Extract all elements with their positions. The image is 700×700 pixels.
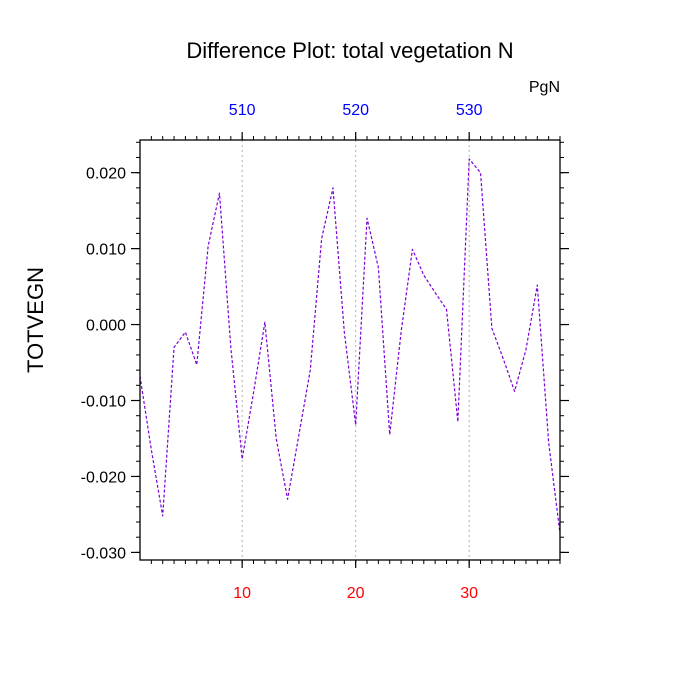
- y-tick-label: -0.030: [81, 545, 126, 562]
- y-tick-label: -0.010: [81, 394, 126, 411]
- x-tick-label-bottom: 20: [347, 585, 365, 602]
- x-tick-label-top: 510: [229, 102, 256, 119]
- series-line: [139, 158, 561, 534]
- y-tick-label: 0.010: [86, 242, 126, 259]
- y-tick-label: 0.020: [86, 166, 126, 183]
- grid-lines: [241, 140, 470, 560]
- plot-frame: [139, 139, 561, 561]
- x-tick-label-bottom: 10: [233, 585, 251, 602]
- x-tick-label-bottom: 30: [460, 585, 478, 602]
- y-tick-label: -0.020: [81, 469, 126, 486]
- x-tick-label-top: 520: [342, 102, 369, 119]
- chart-title: Difference Plot: total vegetation N: [186, 38, 514, 63]
- axis-ticks: [131, 132, 569, 568]
- top-axis-units-label: PgN: [528, 79, 560, 96]
- y-tick-label: 0.000: [86, 318, 126, 335]
- data-series: [139, 158, 561, 534]
- tick-labels: 0.020 0.010 0.000 -0.010 -0.020 -0.030 10 20 30 5…: [81, 102, 483, 602]
- x-tick-label-top: 530: [456, 102, 483, 119]
